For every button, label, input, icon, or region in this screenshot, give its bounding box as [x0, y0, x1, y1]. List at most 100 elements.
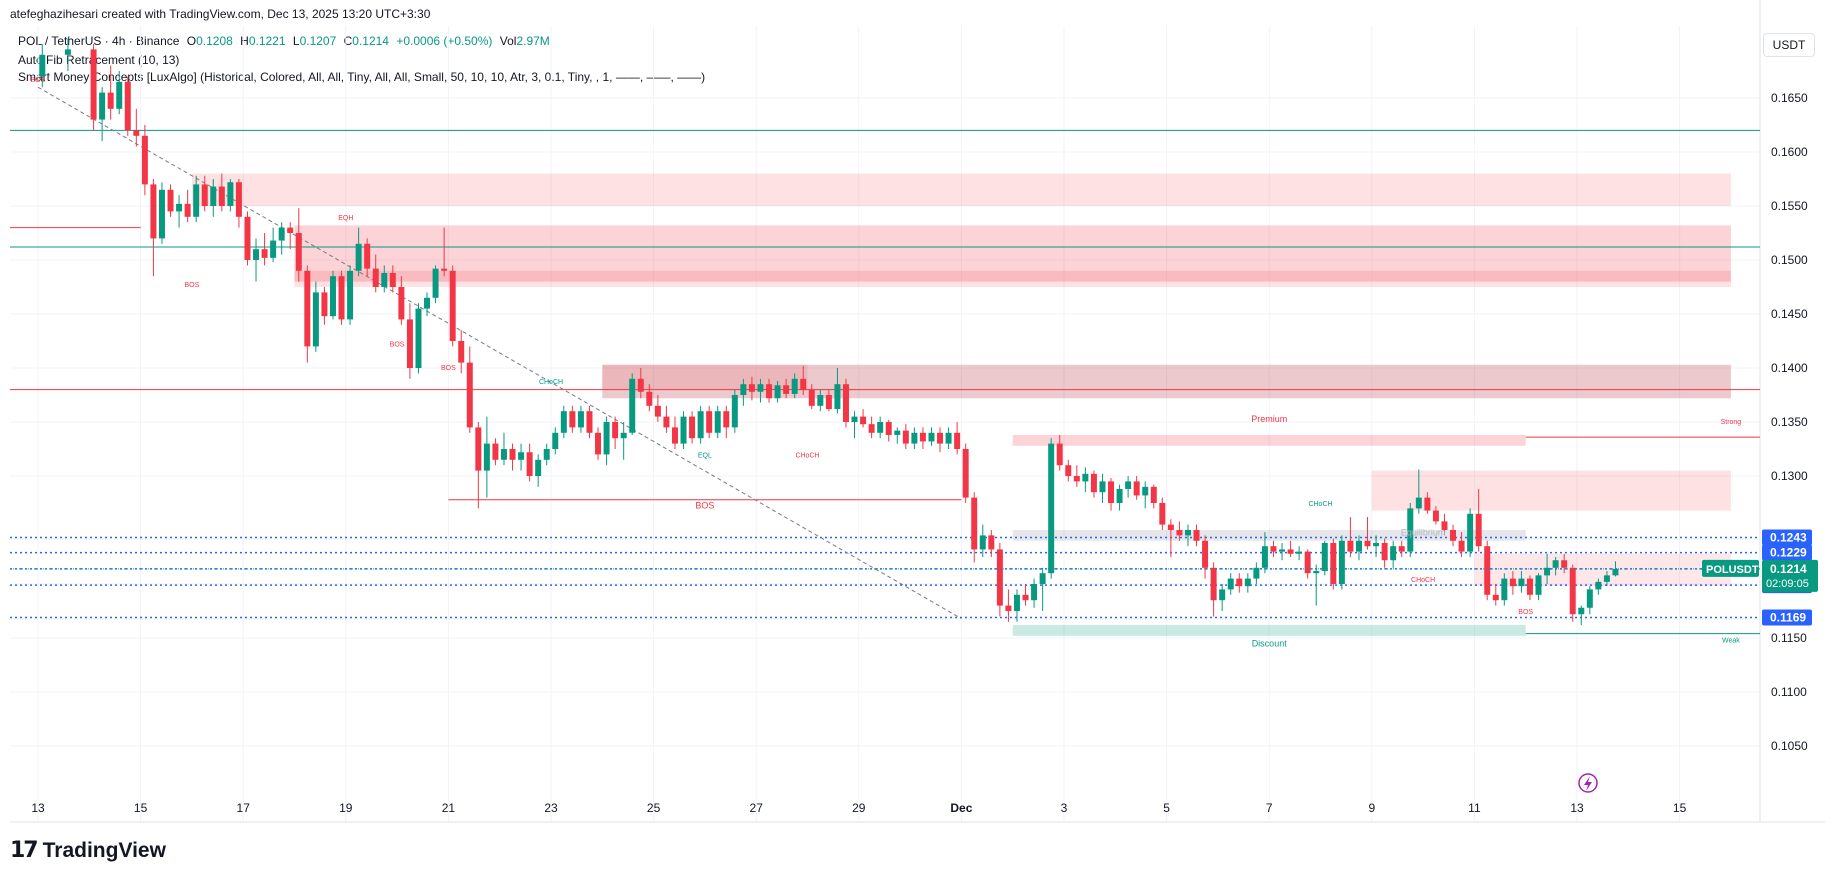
candle-body [1612, 568, 1619, 576]
candle [1595, 578, 1602, 595]
candle [637, 368, 644, 399]
candle [492, 438, 499, 466]
candle-body [1424, 497, 1431, 511]
indicator-smc[interactable]: Smart Money Concepts [LuxAlgo] (Historic… [18, 70, 706, 84]
chart-credit: atefeghazihesari created with TradingVie… [10, 7, 431, 21]
candle [1467, 508, 1474, 557]
candle-body [1364, 540, 1371, 547]
candle [834, 368, 841, 414]
order-block-zone [191, 173, 1731, 206]
candle [475, 422, 482, 509]
candle-body [808, 389, 815, 406]
smc-annotation: BOS [441, 365, 456, 372]
candle [1176, 521, 1183, 541]
indicator-fib[interactable]: Auto Fib Retracement (10, 13) [18, 53, 180, 67]
candle-body [1595, 581, 1602, 590]
candle [329, 270, 336, 320]
price-tick-label: 0.1150 [1771, 631, 1807, 645]
smc-annotation: Premium [1251, 414, 1287, 424]
smc-annotation: Strong [1721, 419, 1742, 426]
symbol-tag-label: POLUSDT [1706, 564, 1759, 576]
candle-body [1509, 578, 1516, 587]
candle [1090, 470, 1097, 498]
candle [1586, 586, 1593, 615]
candle-body [979, 535, 986, 550]
candle-body [124, 81, 131, 131]
candle [774, 380, 781, 403]
volume-label: Vol [499, 34, 517, 48]
candle [689, 411, 696, 444]
symbol-title[interactable]: POL / TetherUS · 4h · Binance [18, 34, 180, 48]
fib-price-tag-label: 0.1229 [1770, 546, 1807, 560]
candle-body [193, 184, 200, 217]
candle-body [1167, 524, 1174, 530]
candle-body [842, 384, 849, 422]
candle [1108, 478, 1115, 511]
candle-body [1236, 578, 1243, 587]
candle-body [1603, 575, 1610, 582]
candle-body [1475, 513, 1482, 547]
candle [1193, 524, 1200, 547]
candle [1398, 540, 1405, 557]
candle [671, 416, 678, 449]
tradingview-logo[interactable]: 17 TradingView [10, 838, 166, 863]
candle-body [766, 384, 773, 399]
trend-line [37, 86, 962, 619]
candle [1484, 540, 1491, 601]
order-block-zone [1371, 470, 1731, 511]
candle-body [1526, 578, 1533, 595]
candle-body [706, 411, 713, 433]
candle-body [1184, 530, 1191, 536]
candle-body [671, 427, 678, 444]
candle [1347, 517, 1354, 557]
candle-body [1415, 497, 1422, 509]
candle-body [1552, 560, 1559, 568]
candle-body [689, 416, 696, 439]
candle [612, 416, 619, 449]
candle [441, 227, 448, 277]
candle-body [1296, 551, 1303, 554]
candle-body [1261, 546, 1268, 568]
time-tick-label: 19 [339, 801, 353, 815]
candle [1355, 535, 1362, 561]
time-tick-label: 27 [750, 801, 764, 815]
price-tick-label: 0.1600 [1771, 145, 1808, 159]
candle-body [253, 249, 260, 260]
price-tick-label: 0.1050 [1771, 739, 1808, 753]
currency-selector[interactable]: USDT [1763, 33, 1815, 57]
candle-body [347, 270, 354, 320]
smc-annotation: CHoCH [539, 379, 563, 386]
smc-annotation: Equilibrium [1401, 527, 1446, 537]
candle [1210, 562, 1217, 617]
candle-body [1501, 578, 1508, 601]
price-tick-label: 0.1300 [1771, 469, 1808, 483]
candle-body [1116, 488, 1123, 503]
fib-price-tag [1762, 529, 1812, 546]
candle-body [1330, 542, 1337, 584]
candle [1518, 571, 1525, 593]
candle [321, 287, 328, 325]
candle [663, 405, 670, 433]
candle-body [483, 443, 490, 471]
candle-body [535, 459, 542, 476]
candle-body [90, 49, 97, 120]
candle-body [1150, 486, 1157, 503]
candle [1022, 584, 1029, 606]
candle-body [1398, 546, 1405, 552]
candle [107, 65, 114, 120]
candle-body [714, 411, 721, 433]
candle [518, 443, 525, 471]
candle [1219, 584, 1226, 611]
candle-body [1287, 549, 1294, 554]
candle-body [748, 384, 755, 392]
time-tick-label: 29 [852, 801, 866, 815]
candle [1056, 434, 1063, 471]
candle [64, 38, 71, 71]
candle-body [1142, 486, 1149, 496]
candle-body [99, 92, 106, 120]
candle-body [731, 395, 738, 428]
candle [706, 405, 713, 439]
candle-body [1219, 589, 1226, 601]
candle [500, 432, 507, 466]
